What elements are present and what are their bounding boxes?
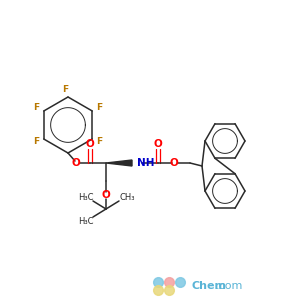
Text: O: O <box>102 190 110 200</box>
Text: O: O <box>154 139 162 149</box>
Text: O: O <box>85 139 94 149</box>
Text: NH: NH <box>137 158 154 168</box>
Text: O: O <box>72 158 80 168</box>
Text: CH₃: CH₃ <box>119 193 135 202</box>
Text: .com: .com <box>216 281 243 291</box>
Text: F: F <box>62 85 68 94</box>
Text: F: F <box>96 103 102 112</box>
Polygon shape <box>106 160 132 166</box>
Text: F: F <box>96 137 102 146</box>
Text: O: O <box>169 158 178 168</box>
Text: H₃C: H₃C <box>78 217 94 226</box>
Text: F: F <box>33 137 39 146</box>
Text: F: F <box>33 103 39 112</box>
Text: H₃C: H₃C <box>78 193 94 202</box>
Text: Chem: Chem <box>192 281 227 291</box>
